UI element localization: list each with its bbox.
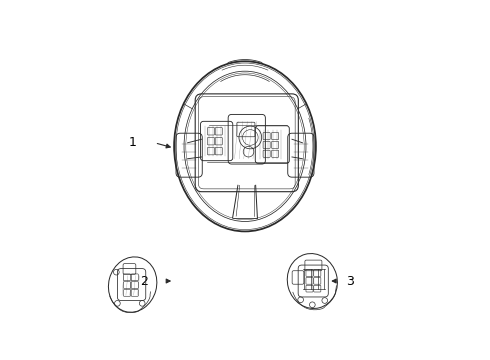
Text: 3: 3 — [346, 275, 354, 288]
Text: 1: 1 — [129, 136, 137, 149]
Text: 2: 2 — [140, 275, 147, 288]
